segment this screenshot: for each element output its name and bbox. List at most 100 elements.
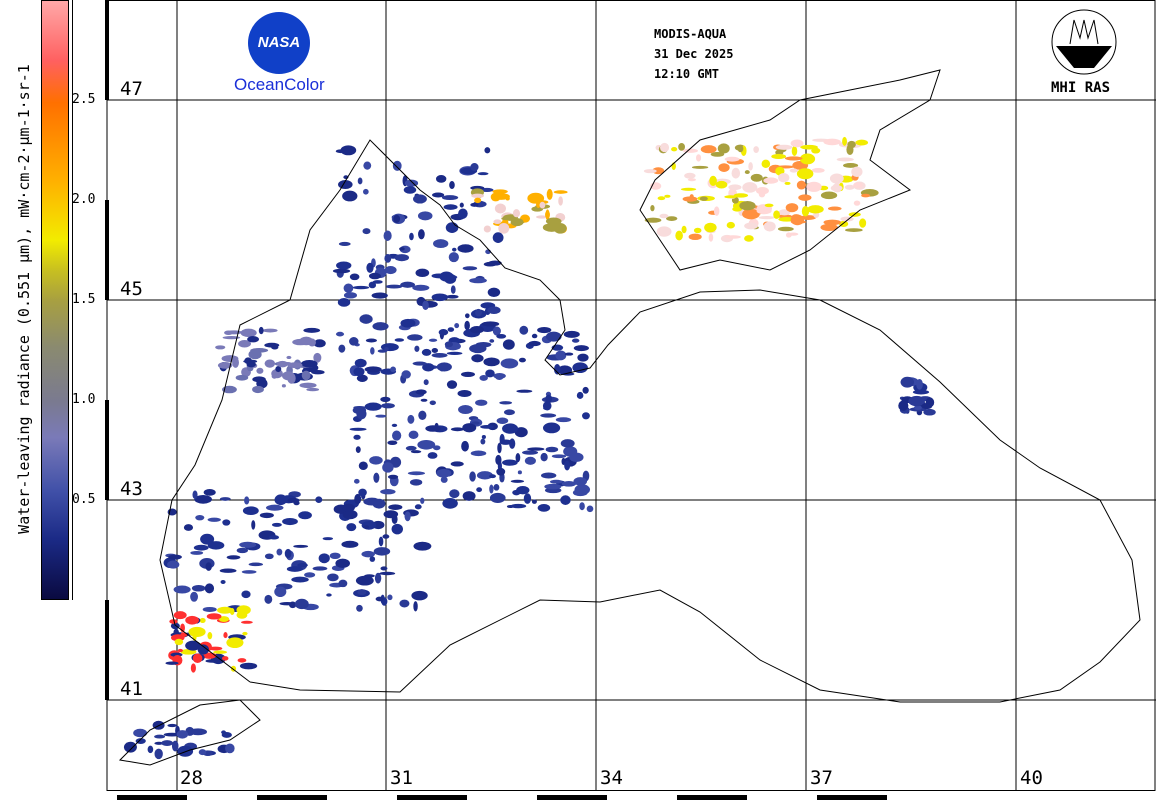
radiance-patch [530, 193, 537, 201]
radiance-patch [240, 620, 253, 624]
radiance-patch [447, 327, 455, 332]
radiance-patch [271, 522, 282, 527]
radiance-patch [335, 331, 345, 337]
radiance-patch [454, 322, 460, 329]
radiance-patch [361, 520, 377, 530]
radiance-patch [744, 235, 754, 242]
radiance-patch [796, 180, 807, 190]
scale-segment [677, 795, 747, 800]
radiance-patch [391, 523, 403, 535]
radiance-pixels [123, 136, 936, 760]
radiance-patch [418, 229, 425, 240]
radiance-patch [728, 184, 742, 191]
radiance-patch [190, 550, 204, 555]
radiance-patch [248, 562, 264, 567]
radiance-patch [436, 468, 452, 478]
radiance-patch [495, 454, 502, 465]
radiance-patch [353, 367, 365, 377]
radiance-patch [431, 293, 449, 302]
radiance-patch [450, 285, 456, 294]
radiance-patch [742, 182, 758, 193]
radiance-patch [458, 405, 473, 415]
colorbar-tick: 2.0 [72, 192, 96, 207]
radiance-patch [499, 433, 505, 445]
radiance-patch [326, 593, 332, 597]
radiance-patch [483, 225, 491, 233]
radiance-patch [545, 394, 553, 404]
graticule [106, 0, 1156, 791]
radiance-patch [413, 541, 432, 551]
radiance-patch [286, 566, 303, 572]
radiance-patch [586, 505, 594, 513]
radiance-patch [846, 144, 854, 156]
radiance-patch [715, 180, 728, 189]
radiance-patch [519, 325, 529, 335]
radiance-patch [418, 410, 427, 420]
radiance-patch [384, 253, 392, 263]
radiance-patch [496, 333, 507, 339]
radiance-patch [778, 217, 795, 222]
radiance-patch [378, 536, 384, 547]
radiance-patch [713, 206, 720, 216]
radiance-patch [407, 334, 423, 341]
colorbar-tick: 2.5 [72, 92, 96, 107]
radiance-patch [671, 146, 678, 152]
radiance-patch [859, 218, 867, 228]
radiance-patch [177, 745, 194, 757]
radiance-patch [807, 205, 824, 214]
radiance-patch [235, 374, 249, 381]
radiance-patch [675, 230, 683, 241]
radiance-patch [853, 182, 863, 189]
radiance-patch [352, 285, 370, 290]
radiance-patch [775, 144, 793, 150]
radiance-patch [169, 619, 178, 624]
radiance-patch [515, 453, 521, 463]
radiance-patch [536, 200, 541, 209]
radiance-patch [276, 548, 283, 556]
radiance-patch [370, 347, 375, 355]
radiance-patch [246, 361, 256, 368]
radiance-patch [385, 284, 403, 289]
radiance-patch [806, 181, 822, 192]
radiance-patch [407, 471, 426, 476]
radiance-patch [546, 188, 553, 200]
radiance-patch [373, 472, 380, 483]
radiance-patch [318, 553, 330, 564]
radiance-patch [524, 456, 536, 465]
radiance-patch [340, 145, 357, 156]
radiance-patch [217, 606, 233, 614]
radiance-patch [375, 405, 381, 409]
radiance-patch [363, 497, 381, 506]
radiance-patch [412, 361, 427, 366]
radiance-patch [710, 151, 725, 157]
longitude-label: 37 [810, 767, 833, 789]
radiance-patch [346, 523, 357, 532]
radiance-patch [369, 456, 383, 465]
radiance-patch [329, 552, 341, 560]
radiance-patch [327, 573, 339, 582]
radiance-patch [183, 524, 194, 531]
radiance-patch [784, 181, 791, 185]
radiance-patch [225, 330, 243, 335]
radiance-patch [256, 367, 264, 374]
radiance-patch [252, 376, 266, 383]
radiance-patch [531, 499, 537, 504]
radiance-patch [236, 605, 251, 615]
radiance-patch [916, 378, 923, 390]
radiance-patch [154, 748, 163, 760]
radiance-patch [475, 399, 488, 406]
radiance-patch [490, 192, 501, 202]
radiance-patch [405, 445, 417, 451]
radiance-patch [332, 268, 351, 274]
radiance-patch [356, 408, 367, 420]
radiance-patch [167, 723, 178, 728]
radiance-patch [476, 487, 483, 493]
radiance-patch [238, 340, 251, 348]
radiance-patch [763, 177, 779, 184]
radiance-patch [829, 173, 844, 184]
radiance-patch [476, 471, 493, 480]
radiance-patch [784, 156, 803, 161]
radiance-patch [480, 424, 495, 429]
radiance-patch [553, 190, 568, 194]
radiance-patch [537, 326, 552, 334]
